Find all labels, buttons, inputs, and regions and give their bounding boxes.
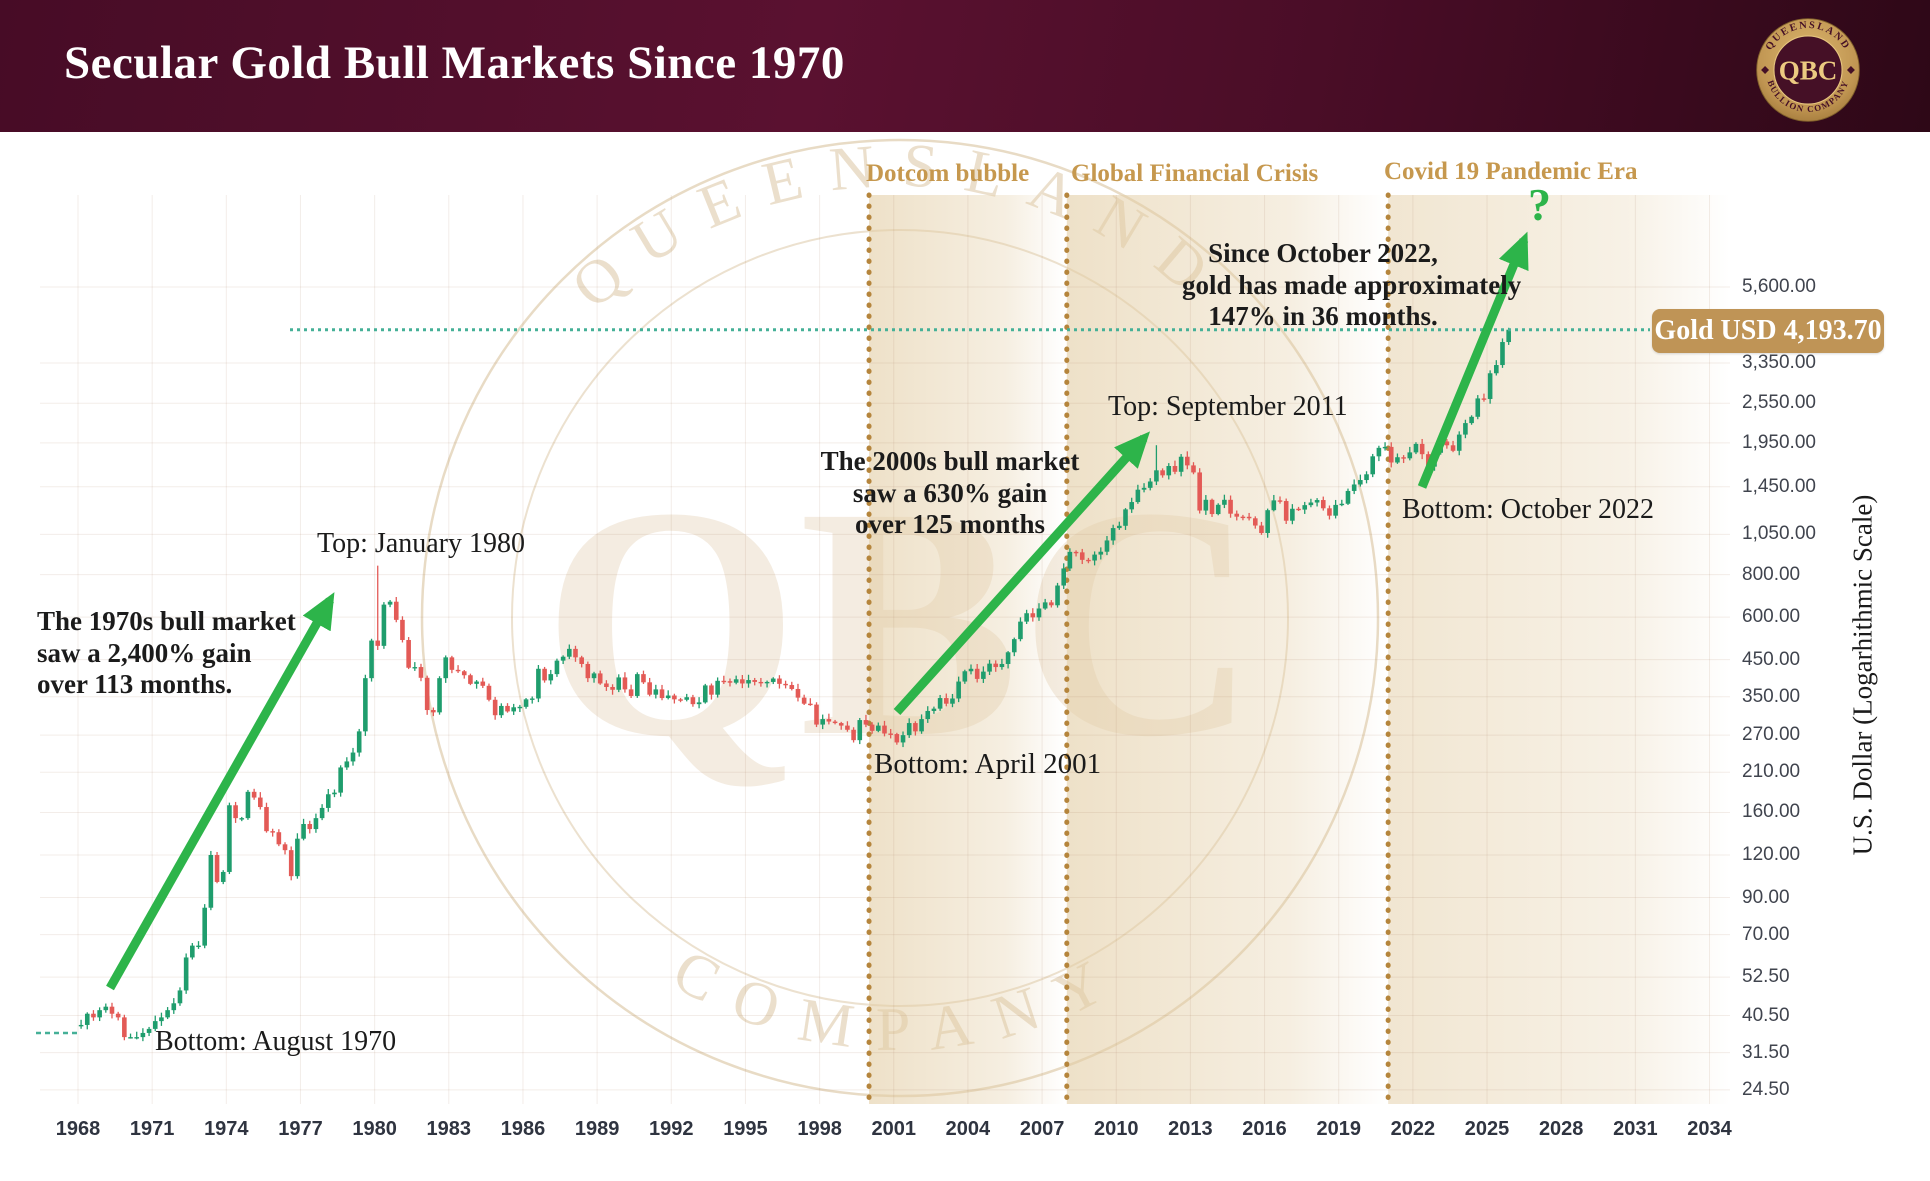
x-tick-label: 1986 bbox=[500, 1118, 546, 1140]
y-tick-label: 24.50 bbox=[1742, 1078, 1790, 1100]
annotation-line: over 125 months bbox=[854, 509, 1045, 539]
logo-inner-disc bbox=[1773, 35, 1843, 105]
annotation-line: The 1970s bull market bbox=[37, 606, 296, 636]
event-band bbox=[869, 195, 1065, 1104]
x-tick-label: 2016 bbox=[1242, 1118, 1287, 1140]
y-tick-label: 31.50 bbox=[1742, 1041, 1790, 1063]
x-tick-label: 1998 bbox=[797, 1118, 842, 1140]
candlestick-series bbox=[78, 327, 1511, 1042]
x-tick-label: 2022 bbox=[1390, 1118, 1436, 1140]
annotation-line: gold has made approximately bbox=[1182, 269, 1522, 300]
logo-center-text: QBC bbox=[1779, 55, 1838, 85]
label-top-january-1980: Top: January 1980 bbox=[317, 528, 526, 559]
annotation-line: The 2000s bull market bbox=[820, 446, 1080, 476]
event-title-global-financial-crisis: Global Financial Crisis bbox=[1071, 160, 1319, 187]
y-tick-label: 1,450.00 bbox=[1742, 475, 1816, 497]
x-tick-label: 1995 bbox=[723, 1118, 768, 1140]
y-tick-label: 5,600.00 bbox=[1742, 276, 1816, 297]
bull-market-arrow bbox=[106, 592, 335, 991]
x-tick-label: 2013 bbox=[1168, 1118, 1213, 1140]
label-bottom-october-2022: Bottom: October 2022 bbox=[1402, 494, 1654, 525]
annotation-2000s-bull: The 2000s bull market saw a 630% gain ov… bbox=[820, 446, 1080, 541]
y-axis-title: U.S. Dollar (Logarhithmic Scale) bbox=[1847, 494, 1878, 856]
logo-diamond-right bbox=[1846, 66, 1855, 74]
annotation-line: Since October 2022, bbox=[1208, 238, 1438, 268]
x-tick-label: 2019 bbox=[1316, 1118, 1361, 1140]
y-tick-label: 70.00 bbox=[1742, 923, 1790, 945]
question-mark: ? bbox=[1528, 179, 1551, 230]
page-title: Secular Gold Bull Markets Since 1970 bbox=[64, 37, 845, 89]
x-tick-label: 2031 bbox=[1613, 1118, 1658, 1140]
y-tick-label: 350.00 bbox=[1742, 685, 1801, 707]
y-tick-label: 800.00 bbox=[1742, 563, 1801, 585]
x-tick-label: 1983 bbox=[426, 1118, 472, 1140]
y-tick-label: 270.00 bbox=[1742, 724, 1801, 746]
y-tick-label: 1,050.00 bbox=[1742, 523, 1816, 545]
y-tick-label: 52.50 bbox=[1742, 966, 1790, 988]
x-tick-label: 1968 bbox=[55, 1118, 101, 1140]
event-band bbox=[1066, 195, 1387, 1104]
annotation-line: saw a 630% gain bbox=[852, 477, 1048, 508]
y-tick-label: 210.00 bbox=[1742, 761, 1801, 783]
x-tick-label: 1989 bbox=[574, 1118, 620, 1140]
y-tick-label: 90.00 bbox=[1742, 886, 1790, 908]
x-tick-label: 2004 bbox=[945, 1118, 991, 1140]
current-price-badge: Gold USD 4,193.70 bbox=[1652, 309, 1884, 353]
event-title-covid-pandemic: Covid 19 Pandemic Era bbox=[1384, 158, 1638, 185]
x-tick-label: 2025 bbox=[1464, 1118, 1510, 1140]
y-tick-label: 3,350.00 bbox=[1742, 351, 1816, 373]
x-tick-label: 1992 bbox=[649, 1118, 694, 1140]
label-top-september-2011: Top: September 2011 bbox=[1108, 391, 1348, 422]
y-tick-label: 40.50 bbox=[1742, 1004, 1790, 1026]
y-tick-label: 600.00 bbox=[1742, 606, 1801, 628]
y-tick-label: 160.00 bbox=[1742, 801, 1801, 823]
x-tick-label: 2010 bbox=[1093, 1118, 1139, 1140]
x-tick-label: 2028 bbox=[1538, 1118, 1584, 1140]
x-tick-label: 1980 bbox=[352, 1118, 397, 1140]
event-title-dotcom-bubble: Dotcom bubble bbox=[866, 160, 1030, 187]
annotation-2020s-bull: Since October 2022, gold has made approx… bbox=[1182, 238, 1522, 333]
annotation-line: saw a 2,400% gain bbox=[37, 637, 252, 668]
header-bar: Secular Gold Bull Markets Since 1970 QBC… bbox=[0, 0, 1930, 132]
y-tick-label: 120.00 bbox=[1742, 843, 1801, 865]
grid-lines bbox=[40, 195, 1730, 1104]
bull-market-arrow bbox=[893, 431, 1151, 716]
event-bands bbox=[869, 195, 1730, 1104]
x-tick-label: 2034 bbox=[1687, 1118, 1732, 1140]
x-tick-label: 2001 bbox=[871, 1118, 917, 1140]
logo-diamond-left bbox=[1761, 66, 1770, 74]
x-tick-label: 1974 bbox=[204, 1118, 249, 1140]
y-tick-label: 1,950.00 bbox=[1742, 431, 1816, 453]
y-tick-label: 450.00 bbox=[1742, 648, 1801, 670]
label-bottom-april-2001: Bottom: April 2001 bbox=[874, 748, 1102, 780]
x-tick-label: 2007 bbox=[1019, 1118, 1065, 1140]
qbc-logo: QBC QUEENSLAND BULLION COMPANY bbox=[1756, 18, 1860, 122]
annotation-line: 147% in 36 months. bbox=[1208, 301, 1438, 331]
bull-market-arrow bbox=[1417, 231, 1529, 489]
annotation-1970s-bull: The 1970s bull market saw a 2,400% gain … bbox=[37, 606, 296, 701]
x-tick-label: 1977 bbox=[278, 1118, 323, 1140]
annotation-line: over 113 months. bbox=[37, 669, 233, 699]
y-tick-label: 2,550.00 bbox=[1742, 392, 1816, 414]
x-tick-label: 1971 bbox=[129, 1118, 175, 1140]
label-bottom-august-1970: Bottom: August 1970 bbox=[155, 1026, 397, 1057]
